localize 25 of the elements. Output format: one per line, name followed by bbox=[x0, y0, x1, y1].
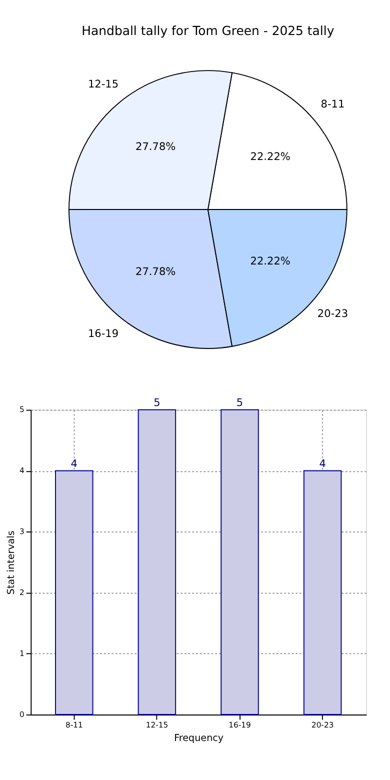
data-label: 5 bbox=[154, 396, 160, 409]
x-axis-title: Frequency bbox=[174, 732, 224, 744]
data-label: 4 bbox=[319, 458, 326, 470]
data-label: 5 bbox=[236, 396, 244, 409]
y-axis-title: Stat intervals bbox=[6, 530, 17, 595]
y-tick-label: 5 bbox=[20, 405, 25, 414]
x-tick-label: 12-15 bbox=[146, 720, 168, 730]
slice-label: 8-11 bbox=[320, 98, 345, 111]
data-label: 27.78% bbox=[136, 140, 176, 153]
slice-label: 20-23 bbox=[317, 308, 348, 320]
y-tick-label: 4 bbox=[20, 466, 25, 476]
y-tick-label: 3 bbox=[20, 527, 25, 536]
y-tick-label: 0 bbox=[20, 710, 25, 719]
data-label: 22.22% bbox=[250, 151, 290, 164]
y-tick-label: 1 bbox=[20, 648, 25, 658]
chart-title: Handball tally for Tom Green - 2025 tally bbox=[82, 23, 334, 38]
x-tick-label: 20-23 bbox=[311, 720, 334, 730]
data-label: 27.78% bbox=[136, 266, 176, 278]
x-tick-label: 16-19 bbox=[228, 720, 252, 730]
data-label: 4 bbox=[70, 458, 78, 470]
x-tick-label: 8-11 bbox=[65, 720, 83, 730]
y-tick-label: 2 bbox=[20, 588, 25, 598]
data-label: 22.22% bbox=[250, 256, 290, 268]
slice-label: 12-15 bbox=[88, 78, 119, 91]
slice-label: 16-19 bbox=[88, 328, 119, 340]
